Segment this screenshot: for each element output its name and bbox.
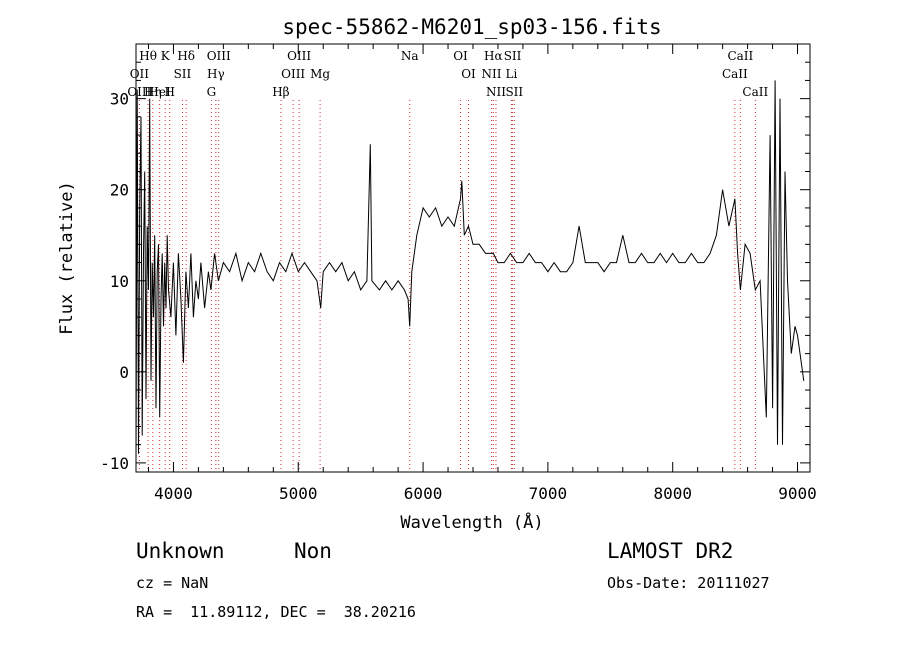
line-marker-label: OIII	[127, 85, 151, 99]
axis-ticks	[136, 44, 810, 472]
line-marker-label: OIII	[287, 49, 311, 63]
survey-name: LAMOST DR2	[607, 539, 734, 563]
line-marker-label: K	[161, 49, 171, 63]
line-marker-label: OI	[461, 67, 476, 81]
spectrum-line	[135, 80, 805, 463]
line-marker-label: Na	[401, 49, 419, 63]
object-subclass: Non	[294, 539, 332, 563]
line-marker-label: OII	[130, 67, 150, 81]
line-marker-label: Hβ	[272, 85, 289, 99]
line-marker-label: HeI	[148, 85, 171, 99]
line-marker-label: CaII	[742, 85, 768, 99]
line-marker-label: NII	[481, 67, 501, 81]
y-tick-label: 20	[110, 181, 129, 200]
x-tick-label: 5000	[279, 484, 318, 503]
line-marker-label: CaII	[727, 49, 753, 63]
line-marker-label: SII	[504, 49, 522, 63]
y-tick-label: 0	[119, 363, 129, 382]
y-tick-label: 10	[110, 272, 129, 291]
line-marker-label: Hη	[144, 85, 162, 99]
x-tick-label: 6000	[404, 484, 443, 503]
emission-line-markers	[138, 100, 756, 472]
y-tick-label: -10	[100, 454, 129, 473]
chart-title: spec-55862-M6201_sp03-156.fits	[282, 15, 661, 39]
line-marker-label: H	[164, 85, 174, 99]
y-tick-label: 30	[110, 90, 129, 109]
line-marker-label: Hγ	[207, 67, 225, 81]
object-class: Unknown	[136, 539, 225, 563]
line-marker-label: SII	[505, 85, 523, 99]
x-tick-label: 8000	[653, 484, 692, 503]
line-marker-label: NII	[486, 85, 506, 99]
line-marker-label: SII	[174, 67, 192, 81]
x-tick-label: 9000	[778, 484, 817, 503]
line-marker-label: Hθ	[139, 49, 157, 63]
line-marker-label: OIII	[281, 67, 305, 81]
x-tick-label: 7000	[529, 484, 568, 503]
observation-date: Obs-Date: 20111027	[607, 574, 770, 592]
line-marker-label: G	[207, 85, 217, 99]
line-marker-label: Hδ	[177, 49, 195, 63]
line-marker-label: Li	[506, 67, 518, 81]
line-marker-label: Mg	[310, 67, 330, 81]
y-axis-label: Flux (relative)	[57, 181, 77, 335]
x-axis-label: Wavelength (Å)	[400, 511, 543, 533]
line-marker-label: OI	[453, 49, 468, 63]
tick-labels: 4000 5000 6000 7000 8000 9000 -10 0 10 20 30	[100, 90, 817, 503]
emission-line-labels: HθOIIOIIIKHeIHηHδSIIHOIIIHγGOIIIOIIIHβMg…	[127, 49, 768, 99]
line-marker-label: OIII	[207, 49, 231, 63]
sky-coordinates: RA = 11.89112, DEC = 38.20216	[136, 603, 416, 621]
redshift-cz: cz = NaN	[136, 574, 209, 592]
x-tick-label: 4000	[154, 484, 193, 503]
line-marker-label: CaII	[722, 67, 748, 81]
line-marker-label: Hα	[484, 49, 503, 63]
